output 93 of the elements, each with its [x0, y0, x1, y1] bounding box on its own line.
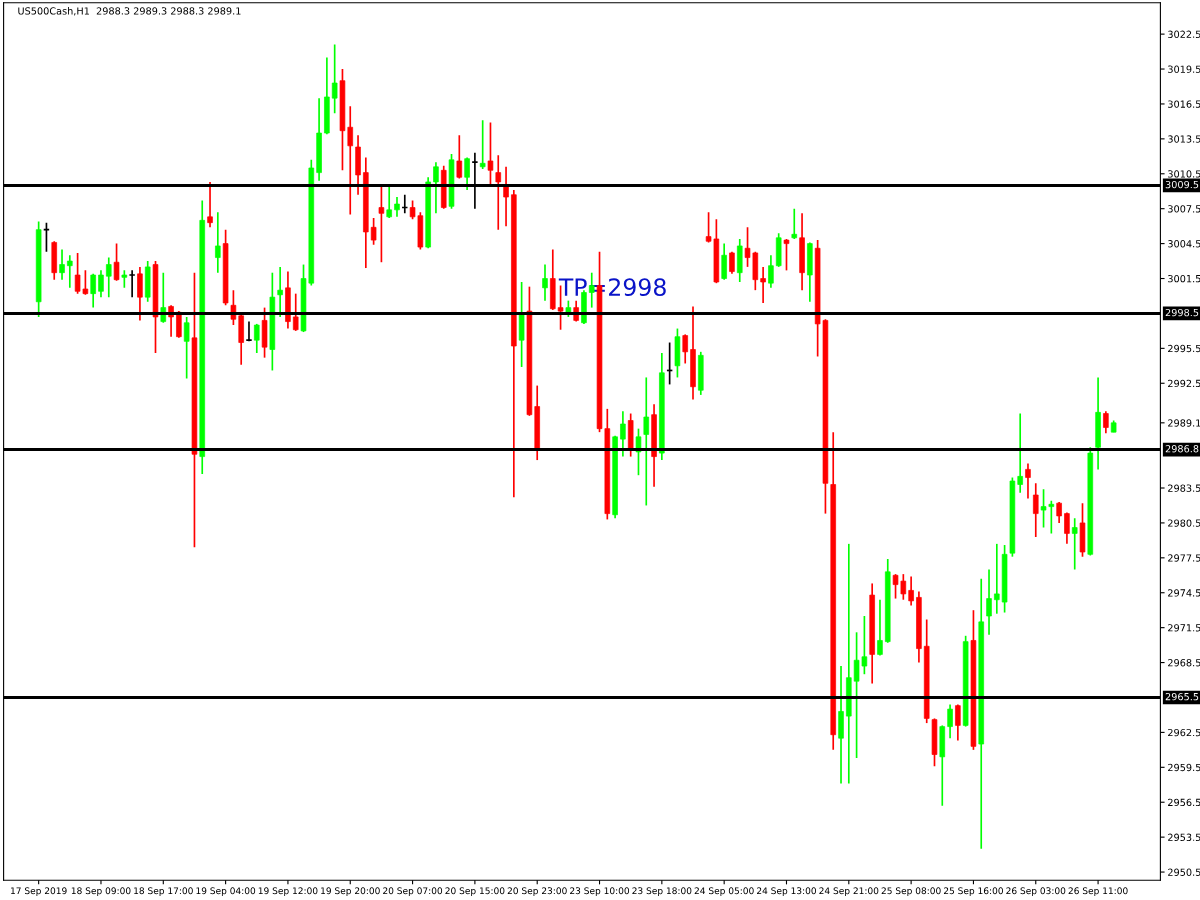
candlestick [245, 320, 253, 343]
y-tick-label: 2956.5 [1168, 798, 1200, 807]
candlestick [106, 256, 112, 298]
chart-title: US500Cash,H1 2988.3 2989.3 2988.3 2989.1 [18, 7, 241, 16]
y-tick-label: 2962.5 [1168, 728, 1200, 737]
candlestick [394, 196, 400, 218]
candlestick [128, 269, 136, 298]
candlestick [183, 316, 190, 380]
x-tick-label: 24 Sep 21:00 [819, 887, 879, 896]
ref-line-label: 3009.5 [1165, 180, 1199, 189]
x-tick-label: 18 Sep 09:00 [71, 887, 131, 896]
x-tick-label: 23 Sep 18:00 [632, 887, 692, 896]
candlestick [1025, 462, 1031, 500]
candlestick [59, 248, 65, 281]
candlestick [113, 242, 120, 282]
y-tick-label: 2959.5 [1168, 763, 1200, 772]
candlestick [464, 156, 470, 191]
ref-line-label: 2998.5 [1165, 308, 1199, 317]
candlestick [1064, 511, 1070, 545]
candlestick [620, 410, 626, 458]
candlestick [503, 165, 509, 227]
y-tick-label: 3007.5 [1168, 205, 1200, 213]
x-tick-label: 25 Sep 08:00 [881, 887, 941, 896]
y-tick-label: 2968.5 [1168, 659, 1200, 667]
y-tick-label: 2971.5 [1168, 624, 1200, 632]
candlestick [791, 207, 798, 240]
x-tick-label: 24 Sep 13:00 [757, 887, 817, 896]
candlestick [331, 43, 338, 115]
y-tick-label: 3016.5 [1168, 100, 1200, 108]
candlestick [760, 266, 766, 304]
candlestick [67, 254, 73, 289]
candlestick [768, 254, 774, 289]
candlestick [137, 266, 143, 322]
y-tick-label: 2989.1 [1168, 419, 1200, 427]
candlestick [955, 703, 961, 742]
candlestick [456, 134, 463, 180]
candlestick [1103, 410, 1109, 435]
candlestick [277, 266, 283, 318]
y-tick-label: 3010.5 [1168, 170, 1200, 178]
y-tick-label: 2980.5 [1168, 519, 1200, 527]
candlestick [682, 333, 688, 365]
candlestick [1071, 517, 1078, 571]
y-tick-label: 3001.5 [1168, 275, 1200, 283]
candlestick [386, 185, 392, 219]
x-tick-label: 19 Sep 12:00 [258, 887, 318, 896]
candlestick [643, 376, 650, 507]
candlestick [986, 568, 992, 636]
x-tick-label: 20 Sep 07:00 [383, 887, 443, 896]
candlestick [994, 543, 1000, 615]
y-tick-label: 2953.5 [1168, 833, 1200, 841]
x-tick-label: 20 Sep 15:00 [445, 887, 505, 896]
candlestick [433, 161, 439, 215]
y-tick-label: 2974.5 [1168, 589, 1200, 597]
y-tick-label: 2995.5 [1168, 344, 1200, 353]
candlestick [783, 238, 790, 272]
candlestick [90, 273, 96, 309]
y-tick-label: 3022.5 [1168, 30, 1200, 38]
x-tick-label: 24 Sep 05:00 [694, 887, 754, 896]
y-tick-label: 2992.5 [1168, 379, 1200, 388]
x-tick-label: 23 Sep 10:00 [570, 887, 630, 896]
candlestick [370, 217, 377, 246]
x-tick-label: 26 Sep 03:00 [1006, 887, 1066, 896]
candlestick [1017, 412, 1023, 494]
candlestick [908, 575, 914, 607]
x-tick-label: 26 Sep 11:00 [1068, 887, 1128, 896]
candlestick [479, 119, 486, 170]
y-tick-label: 2983.5 [1168, 484, 1200, 492]
y-tick-label: 3004.5 [1168, 240, 1200, 248]
candlestick [1033, 482, 1039, 538]
ref-line-label: 2986.8 [1165, 445, 1199, 453]
x-tick-label: 25 Sep 16:00 [943, 887, 1003, 896]
candlestick [207, 181, 213, 229]
candlestick [215, 211, 221, 274]
candlestick [635, 427, 642, 477]
ref-line-label: 2965.5 [1165, 692, 1199, 701]
x-tick-label: 17 Sep 2019 [11, 887, 67, 896]
candlestick [947, 703, 953, 740]
candlestick [495, 154, 502, 231]
candlestick [254, 323, 260, 354]
x-tick-label: 20 Sep 23:00 [507, 887, 567, 896]
y-tick-label: 3019.5 [1168, 65, 1200, 73]
candlestick [378, 184, 385, 264]
y-tick-label: 2977.5 [1168, 554, 1200, 562]
x-tick-label: 18 Sep 17:00 [134, 887, 193, 896]
candlestick [542, 263, 548, 302]
candlestick [292, 292, 299, 332]
y-tick-label: 3013.5 [1168, 135, 1200, 143]
candlestick [98, 269, 104, 298]
candlestick [877, 598, 883, 657]
y-tick-label: 2950.5 [1168, 868, 1200, 876]
candlestick [721, 242, 727, 281]
x-tick-label: 19 Sep 20:00 [321, 887, 380, 896]
x-tick-label: 19 Sep 04:00 [196, 887, 256, 896]
